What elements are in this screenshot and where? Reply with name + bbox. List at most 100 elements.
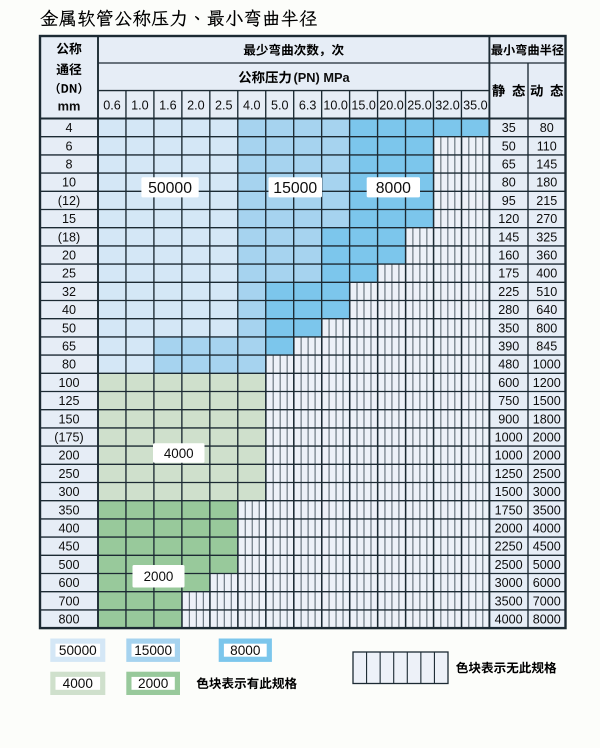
- svg-text:2250: 2250: [495, 540, 523, 554]
- svg-text:2000: 2000: [533, 430, 561, 444]
- svg-text:25: 25: [62, 267, 76, 281]
- svg-text:600: 600: [58, 576, 79, 590]
- svg-text:6000: 6000: [533, 576, 561, 590]
- svg-text:2500: 2500: [533, 467, 561, 481]
- svg-text:10.0: 10.0: [323, 99, 348, 113]
- svg-text:160: 160: [498, 248, 519, 262]
- svg-text:3500: 3500: [495, 594, 523, 608]
- svg-text:270: 270: [536, 212, 557, 226]
- svg-text:100: 100: [58, 376, 79, 390]
- svg-text:225: 225: [498, 285, 519, 299]
- svg-text:1500: 1500: [533, 394, 561, 408]
- svg-text:510: 510: [536, 285, 557, 299]
- svg-text:145: 145: [498, 230, 519, 244]
- svg-text:4500: 4500: [533, 540, 561, 554]
- svg-text:400: 400: [58, 521, 79, 535]
- svg-text:35.0: 35.0: [463, 99, 488, 113]
- svg-text:8000: 8000: [376, 180, 411, 197]
- svg-text:110: 110: [537, 139, 557, 153]
- svg-text:180: 180: [536, 176, 557, 190]
- svg-text:10: 10: [62, 176, 76, 190]
- svg-text:95: 95: [502, 194, 516, 208]
- svg-text:8: 8: [65, 157, 72, 171]
- svg-text:280: 280: [498, 303, 519, 317]
- svg-text:2000: 2000: [144, 569, 174, 584]
- svg-text:1200: 1200: [533, 376, 561, 390]
- svg-text:2500: 2500: [495, 558, 523, 572]
- svg-text:700: 700: [58, 594, 79, 608]
- svg-text:1750: 1750: [495, 503, 523, 517]
- svg-text:1000: 1000: [495, 449, 523, 463]
- svg-text:4: 4: [65, 121, 72, 135]
- svg-text:200: 200: [58, 449, 79, 463]
- svg-text:6.3: 6.3: [299, 99, 317, 113]
- svg-text:900: 900: [498, 412, 519, 426]
- svg-text:80: 80: [502, 176, 516, 190]
- svg-text:1.6: 1.6: [159, 99, 177, 113]
- svg-text:1500: 1500: [495, 485, 523, 499]
- svg-text:1000: 1000: [533, 358, 561, 372]
- svg-text:2.0: 2.0: [187, 99, 205, 113]
- svg-text:40: 40: [62, 303, 76, 317]
- svg-text:640: 640: [536, 303, 557, 317]
- svg-text:3000: 3000: [533, 485, 561, 499]
- svg-text:50: 50: [62, 321, 76, 335]
- svg-text:300: 300: [58, 485, 79, 499]
- svg-text:800: 800: [58, 612, 79, 626]
- svg-text:32.0: 32.0: [435, 99, 460, 113]
- svg-text:5000: 5000: [533, 558, 561, 572]
- svg-text:25.0: 25.0: [407, 99, 432, 113]
- svg-text:390: 390: [498, 339, 519, 353]
- svg-text:1250: 1250: [495, 467, 523, 481]
- svg-text:150: 150: [58, 412, 79, 426]
- svg-text:50000: 50000: [148, 180, 192, 197]
- svg-text:480: 480: [498, 358, 519, 372]
- svg-text:2000: 2000: [533, 449, 561, 463]
- svg-text:7000: 7000: [533, 594, 561, 608]
- svg-text:1000: 1000: [495, 430, 523, 444]
- svg-text:600: 600: [498, 376, 519, 390]
- svg-text:175: 175: [498, 267, 519, 281]
- svg-text:0.6: 0.6: [103, 99, 121, 113]
- svg-text:120: 120: [498, 212, 519, 226]
- svg-text:4000: 4000: [164, 446, 194, 461]
- svg-text:5.0: 5.0: [271, 99, 289, 113]
- svg-text:1.0: 1.0: [131, 99, 149, 113]
- svg-text:(12): (12): [58, 194, 80, 208]
- svg-text:750: 750: [498, 394, 519, 408]
- svg-text:50000: 50000: [59, 643, 97, 658]
- svg-text:50: 50: [502, 139, 516, 153]
- svg-text:6: 6: [65, 139, 72, 153]
- svg-text:500: 500: [58, 558, 79, 572]
- svg-text:845: 845: [536, 339, 557, 353]
- svg-text:3000: 3000: [495, 576, 523, 590]
- svg-text:250: 250: [58, 467, 79, 481]
- svg-text:2.5: 2.5: [215, 99, 233, 113]
- svg-text:4000: 4000: [495, 612, 523, 626]
- svg-text:8000: 8000: [230, 643, 261, 658]
- svg-text:65: 65: [62, 339, 76, 353]
- svg-text:15000: 15000: [273, 180, 317, 197]
- svg-text:4.0: 4.0: [243, 99, 261, 113]
- svg-text:360: 360: [536, 248, 557, 262]
- svg-text:3500: 3500: [533, 503, 561, 517]
- svg-text:4000: 4000: [533, 521, 561, 535]
- svg-text:2000: 2000: [138, 676, 169, 691]
- svg-text:mm: mm: [58, 99, 81, 114]
- svg-text:215: 215: [536, 194, 557, 208]
- svg-text:1800: 1800: [533, 412, 561, 426]
- svg-text:(PN) MPa: (PN) MPa: [294, 70, 351, 85]
- svg-text:4000: 4000: [63, 676, 94, 691]
- svg-text:145: 145: [536, 157, 557, 171]
- svg-text:400: 400: [536, 267, 557, 281]
- svg-text:15000: 15000: [134, 643, 172, 658]
- svg-text:8000: 8000: [533, 612, 561, 626]
- svg-text:20: 20: [62, 248, 76, 262]
- svg-text:80: 80: [540, 121, 554, 135]
- svg-text:(175): (175): [54, 430, 83, 444]
- svg-text:20.0: 20.0: [379, 99, 404, 113]
- svg-text:350: 350: [498, 321, 519, 335]
- svg-text:35: 35: [502, 121, 516, 135]
- svg-text:80: 80: [62, 358, 76, 372]
- svg-text:350: 350: [58, 503, 79, 517]
